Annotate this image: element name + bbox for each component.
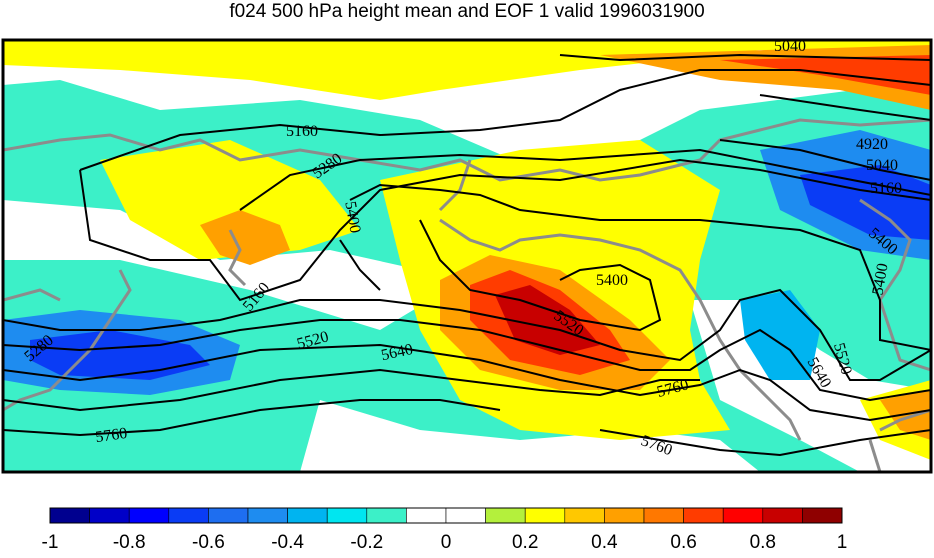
colorbar-frame: [49, 507, 843, 524]
contour-label: 5760: [94, 425, 128, 446]
colorbar-tick-label: -0.2: [350, 532, 384, 553]
colorbar-swatch: [287, 507, 328, 524]
colorbar-swatch: [524, 507, 566, 524]
contour-label: 5040: [866, 157, 898, 174]
colorbar-swatch: [208, 507, 249, 524]
colorbar-swatch: [366, 507, 407, 524]
colorbar-tick-label: 0.4: [591, 532, 618, 553]
colorbar-swatch: [128, 507, 170, 524]
colorbar-swatch: [485, 507, 526, 524]
positive-core-northeast: [720, 55, 931, 95]
map-title: f024 500 hPa height mean and EOF 1 valid…: [229, 1, 705, 22]
colorbar-swatch: [643, 507, 684, 524]
contour-label: 5400: [869, 262, 891, 296]
map-frame: [1, 38, 933, 474]
colorbar-swatch: [564, 507, 605, 524]
contour-label: 4920: [856, 136, 888, 153]
contour-label: 5640: [380, 341, 415, 364]
colorbar-swatch: [168, 507, 209, 524]
colorbar-tick-label: -0.6: [192, 532, 225, 553]
negative-area-west-core: [30, 330, 210, 380]
colorbar-tick-label: 0: [440, 532, 452, 553]
positive-max-core: [495, 285, 600, 355]
positive-area-west: [100, 140, 360, 260]
colorbar-swatch: [89, 507, 130, 524]
colorbar-swatch: [722, 507, 764, 524]
colorbar-swatch: [762, 507, 803, 524]
colorbar-tick-label: 0.8: [749, 532, 777, 553]
colorbar-tick-label: 0.6: [670, 532, 697, 553]
contour-label: 5400: [596, 272, 628, 289]
colorbar-tick-label: -0.8: [112, 532, 146, 553]
contour-label: 5160: [870, 180, 902, 197]
colorbar-swatch: [604, 507, 645, 524]
colorbar-swatch: [683, 507, 724, 524]
colorbar-tick-label: 1: [836, 532, 848, 553]
colorbar-tick-label: -1: [41, 532, 59, 553]
contour-label: 5400: [341, 200, 363, 234]
colorbar-swatch: [49, 507, 90, 524]
colorbar-swatch: [326, 507, 368, 524]
coastlines: [3, 118, 931, 472]
negative-area-southeast: [740, 290, 820, 380]
height-contours: [3, 53, 931, 457]
contour-label: 5160: [286, 123, 318, 140]
colorbar-swatch: [247, 507, 288, 524]
neutral-region-mid: [3, 200, 430, 330]
contour-label: 5040: [774, 38, 806, 55]
colorbar-swatch: [445, 507, 486, 524]
colorbar-swatch: [802, 507, 843, 524]
neutral-region-south: [300, 400, 760, 472]
positive-spot-west: [200, 210, 290, 265]
colorbar: [49, 507, 843, 524]
colorbar-tick-label: -0.4: [271, 532, 304, 553]
colorbar-tick-label: 0.2: [511, 532, 539, 553]
colorbar-swatch: [406, 507, 447, 524]
